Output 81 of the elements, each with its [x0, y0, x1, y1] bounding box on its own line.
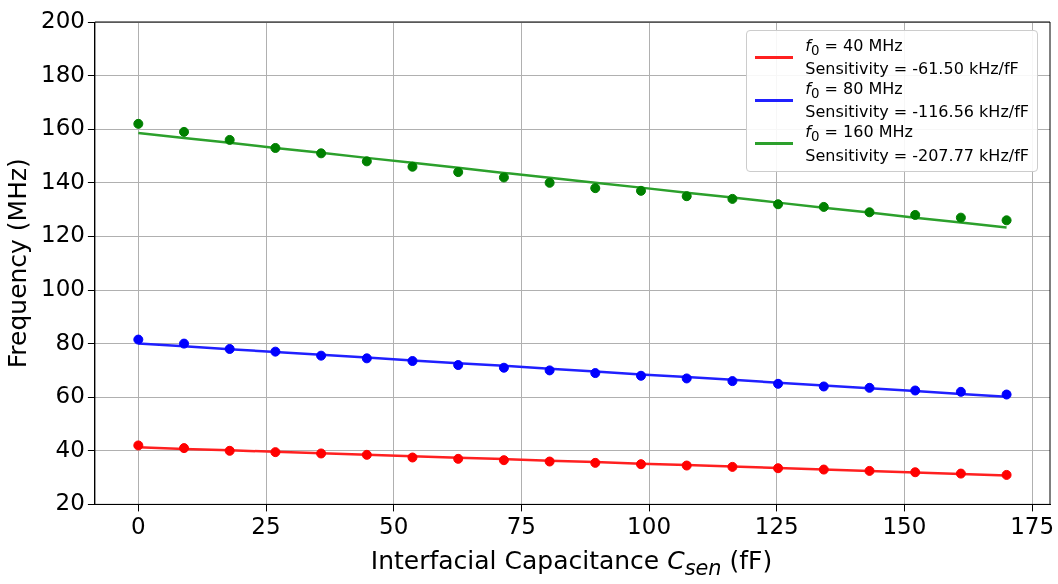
point — [224, 445, 235, 456]
point — [864, 465, 875, 476]
point — [864, 382, 875, 393]
x-tick-label: 150 — [882, 513, 927, 540]
point — [910, 209, 921, 220]
y-tick-label: 200 — [40, 6, 85, 33]
point — [224, 343, 235, 354]
y-tick-label: 80 — [55, 328, 85, 355]
point — [727, 461, 738, 472]
y-axis-title: Frequency (MHz) — [2, 158, 32, 369]
x-tick-label: 175 — [1010, 513, 1055, 540]
point — [407, 356, 418, 367]
x-axis-title: Interfacial Capacitance C$_{sen}$ (fF) — [369, 546, 774, 580]
point — [179, 443, 190, 454]
point — [453, 360, 464, 371]
point — [727, 193, 738, 204]
point — [955, 386, 966, 397]
point — [133, 334, 144, 345]
point — [361, 353, 372, 364]
point — [270, 346, 281, 357]
point — [270, 447, 281, 458]
legend-label: f$_{0}$ = 160 MHz Sensitivity = -207.77 kHz/fF — [805, 122, 1029, 165]
y-tick-label: 140 — [40, 167, 85, 194]
point — [316, 448, 327, 459]
point — [316, 350, 327, 361]
point — [864, 207, 875, 218]
point — [773, 463, 784, 474]
point — [773, 378, 784, 389]
y-tick-label: 100 — [40, 274, 85, 301]
point — [407, 452, 418, 463]
point — [498, 455, 509, 466]
point — [590, 368, 601, 379]
x-tick-label: 25 — [251, 513, 281, 540]
y-tick-label: 60 — [55, 382, 85, 409]
point — [498, 172, 509, 183]
point — [818, 381, 829, 392]
point — [590, 457, 601, 468]
y-tick-label: 120 — [40, 221, 85, 248]
point — [179, 126, 190, 137]
point — [635, 185, 646, 196]
point — [453, 167, 464, 178]
x-tick-label: 0 — [130, 513, 146, 540]
point — [681, 191, 692, 202]
point — [224, 134, 235, 145]
point — [1001, 469, 1012, 480]
point — [133, 440, 144, 451]
point — [179, 338, 190, 349]
point — [910, 467, 921, 478]
point — [818, 201, 829, 212]
x-tick-label: 75 — [506, 513, 537, 540]
x-tick-label: 100 — [627, 513, 672, 540]
point — [635, 459, 646, 470]
point — [270, 142, 281, 153]
point — [544, 177, 555, 188]
point — [316, 148, 327, 159]
point — [498, 362, 509, 373]
point — [544, 456, 555, 467]
point — [1001, 215, 1012, 226]
y-tick-label: 20 — [55, 489, 85, 516]
point — [681, 460, 692, 471]
x-tick-label: 125 — [754, 513, 799, 540]
point — [955, 212, 966, 223]
point — [361, 449, 372, 460]
point — [361, 156, 372, 167]
point — [590, 183, 601, 194]
point — [453, 453, 464, 464]
point — [818, 464, 829, 475]
y-tick-label: 40 — [55, 435, 85, 462]
point — [544, 365, 555, 376]
point — [635, 370, 646, 381]
y-tick-label: 160 — [40, 114, 85, 141]
point — [407, 161, 418, 172]
point — [727, 376, 738, 387]
point — [910, 385, 921, 396]
point — [681, 373, 692, 384]
x-tick-label: 50 — [379, 513, 409, 540]
point — [1001, 389, 1012, 400]
y-tick-label: 180 — [40, 60, 85, 87]
point — [773, 199, 784, 210]
point — [133, 118, 144, 129]
point — [955, 468, 966, 479]
